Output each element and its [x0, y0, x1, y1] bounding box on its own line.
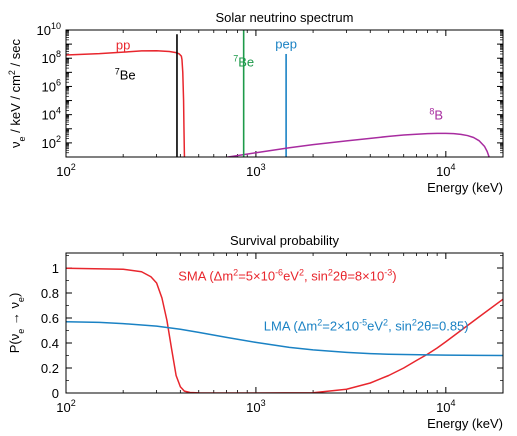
- series-line-8B: [223, 132, 490, 157]
- chart-title: Survival probability: [230, 233, 340, 248]
- x-tick-label: 102: [56, 162, 75, 179]
- series-line-LMA: [66, 321, 503, 357]
- series-line-SMA: [66, 267, 503, 393]
- series-label-pep: pep: [275, 36, 297, 51]
- chart-title: Solar neutrino spectrum: [215, 10, 353, 25]
- y-tick-label: 0: [52, 386, 59, 401]
- y-tick-label: 0.8: [41, 286, 59, 301]
- series-label-pp: pp: [116, 38, 130, 53]
- y-tick-label: 108: [42, 49, 61, 66]
- y-tick-label: 1: [52, 261, 59, 276]
- series-label-8B: 8B: [429, 107, 443, 123]
- survival-probability-chart: Survival probability 102 103 104 0 0.2 0.4 0.6 0…: [7, 233, 504, 431]
- x-tick-label: 102: [56, 398, 75, 415]
- y-axis-label: νe / keV / cm2 / sec: [7, 39, 27, 149]
- y-tick-label: 106: [42, 77, 61, 94]
- y-tick-label: 102: [42, 134, 61, 151]
- series-label-SMA: SMA (Δm2=5×10-6eV2, sin22θ=8×10-3): [178, 268, 396, 284]
- y-axis-label: P(νe → νe): [7, 293, 26, 354]
- plot-frame: [65, 29, 504, 158]
- y-tick-label: 0.6: [41, 311, 59, 326]
- x-tick-label: 103: [246, 162, 265, 179]
- series-label-7Be: 7Be: [115, 67, 136, 83]
- x-axis-label: Energy (keV): [427, 180, 503, 195]
- x-tick-label: 103: [246, 398, 265, 415]
- plot-frame: [65, 252, 504, 394]
- y-tick-label: 104: [42, 106, 61, 123]
- y-tick-label: 1010: [37, 21, 61, 38]
- y-tick-label: 0.4: [41, 336, 59, 351]
- series-label-LMA: LMA (Δm2=2×10-5eV2, sin22θ=0.85): [264, 318, 469, 334]
- x-tick-label: 104: [436, 398, 455, 415]
- series-line-pp: [66, 49, 186, 157]
- series-label-7Be: 7Be: [233, 54, 254, 70]
- y-tick-label: 0.2: [41, 361, 59, 376]
- x-axis-label: Energy (keV): [427, 416, 503, 431]
- solar-neutrino-spectrum-chart: Solar neutrino spectrum 102 103 104 102 104 10…: [7, 10, 504, 195]
- x-tick-label: 104: [436, 162, 455, 179]
